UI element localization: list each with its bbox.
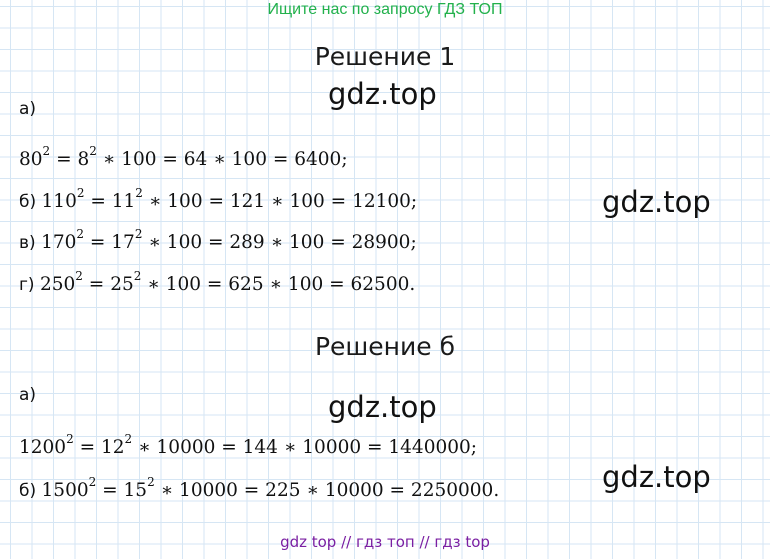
solution-1-title: Решение 1 [314, 42, 456, 71]
equation-line: 12002 = 122 ∗ 10000 = 144 ∗ 10000 = 1440… [19, 431, 478, 458]
solution-2-title: Решение б [314, 332, 456, 361]
item-prefix: б) [19, 481, 42, 501]
watermark: gdz.top [602, 460, 711, 494]
equation: 1102 = 112 ∗ 100 = 121 ∗ 100 = 12100; [41, 185, 418, 212]
equation-line: б) 1102 = 112 ∗ 100 = 121 ∗ 100 = 12100; [19, 185, 418, 212]
watermark: gdz.top [328, 390, 437, 424]
equation-line: 802 = 82 ∗ 100 = 64 ∗ 100 = 6400; [19, 143, 348, 170]
part-label: а) [19, 99, 37, 119]
footer-links[interactable]: gdz top // гдз топ // гдз top [280, 533, 490, 551]
equation-line: б) 15002 = 152 ∗ 10000 = 225 ∗ 10000 = 2… [19, 474, 500, 501]
watermark: gdz.top [602, 185, 711, 219]
equation: 802 = 82 ∗ 100 = 64 ∗ 100 = 6400; [19, 143, 348, 170]
top-banner: Ищите нас по запросу ГДЗ ТОП [267, 1, 503, 18]
item-prefix: г) [19, 275, 40, 295]
equation-line: в) 1702 = 172 ∗ 100 = 289 ∗ 100 = 28900; [19, 226, 417, 253]
equation: 2502 = 252 ∗ 100 = 625 ∗ 100 = 62500. [39, 268, 416, 295]
item-prefix: в) [19, 233, 42, 253]
equation-line: г) 2502 = 252 ∗ 100 = 625 ∗ 100 = 62500. [19, 268, 416, 295]
equation: 15002 = 152 ∗ 10000 = 225 ∗ 10000 = 2250… [41, 474, 500, 501]
item-prefix: б) [19, 192, 42, 212]
watermark: gdz.top [328, 77, 437, 111]
equation: 1702 = 172 ∗ 100 = 289 ∗ 100 = 28900; [41, 226, 417, 253]
equation: 12002 = 122 ∗ 10000 = 144 ∗ 10000 = 1440… [19, 431, 478, 458]
part-label: а) [19, 385, 37, 405]
